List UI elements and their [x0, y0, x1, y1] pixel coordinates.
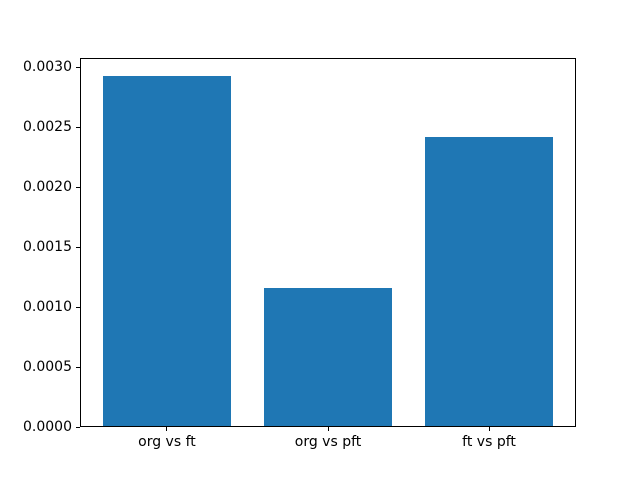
y-tick-mark [76, 306, 80, 308]
bar-org-vs-ft [102, 75, 232, 427]
x-tick-label: ft vs pft [462, 434, 516, 450]
y-tick-label: 0.0025 [23, 119, 72, 136]
x-tick-label: org vs pft [294, 434, 362, 450]
y-tick-label: 0.0020 [23, 179, 72, 196]
y-tick-label: 0.0005 [23, 359, 72, 376]
y-tick-mark [76, 66, 80, 68]
y-tick-mark [76, 246, 80, 248]
y-tick-label: 0.0000 [23, 419, 72, 435]
x-tick-mark [327, 427, 329, 431]
y-tick-mark [76, 186, 80, 188]
bar-org-vs-pft [263, 287, 393, 427]
y-tick-mark [76, 426, 80, 428]
y-tick-mark [76, 366, 80, 368]
bar-ft-vs-pft [424, 136, 554, 427]
x-tick-mark [488, 427, 490, 431]
x-tick-mark [166, 427, 168, 431]
x-tick-label: org vs ft [138, 434, 196, 450]
plot-area [80, 58, 576, 427]
y-tick-label: 0.0030 [23, 59, 72, 76]
y-tick-label: 0.0015 [23, 239, 72, 256]
y-tick-label: 0.0010 [23, 299, 72, 316]
y-tick-mark [76, 126, 80, 128]
